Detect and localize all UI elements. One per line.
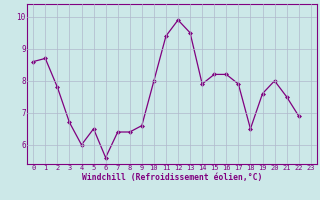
X-axis label: Windchill (Refroidissement éolien,°C): Windchill (Refroidissement éolien,°C) <box>82 173 262 182</box>
